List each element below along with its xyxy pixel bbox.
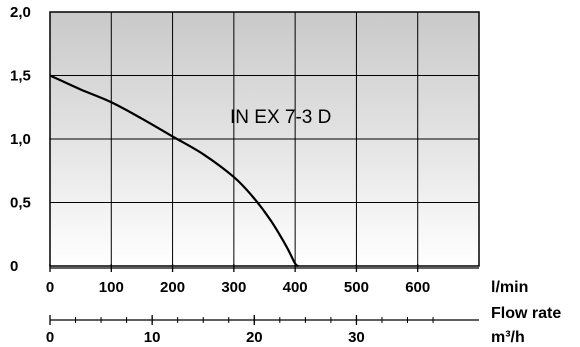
series-line-0 — [49, 74, 299, 268]
x-tick-label-m3h-1: 10 — [144, 329, 161, 346]
x-axis-title: Flow rate — [491, 305, 561, 322]
y-tick-label-0: 0 — [10, 258, 18, 275]
y-tick-label-4: 2,0 — [10, 4, 31, 21]
x-tick-label-m3h-2: 20 — [246, 329, 263, 346]
y-tick-label-2: 1,0 — [10, 131, 31, 148]
x-tick-label-lmin-4: 400 — [283, 279, 308, 296]
series-label-0: IN EX 7-3 D — [230, 107, 331, 128]
y-tick-label-1: 0,5 — [10, 195, 31, 212]
x-axis-lmin: 0 100 200 300 400 500 600 — [46, 264, 479, 296]
y-tick-label-3: 1,5 — [10, 68, 31, 85]
x-tick-label-m3h-0: 0 — [46, 329, 54, 346]
x-tick-label-lmin-0: 0 — [46, 279, 54, 296]
x-tick-label-lmin-6: 600 — [405, 279, 430, 296]
x-tick-label-lmin-5: 500 — [344, 279, 369, 296]
x-tick-label-m3h-3: 30 — [348, 329, 365, 346]
x-tick-label-lmin-2: 200 — [160, 279, 185, 296]
y-tick-labels: 0 0,5 1,0 1,5 2,0 — [10, 4, 31, 275]
x-axis-lmin-label: l/min — [491, 279, 528, 296]
x-axis-m3h-label: m³/h — [491, 329, 525, 346]
x-axis-m3h: 0 10 20 30 — [46, 315, 479, 346]
series-group: IN EX 7-3 D — [49, 74, 331, 268]
x-tick-label-lmin-3: 300 — [221, 279, 246, 296]
x-tick-label-lmin-1: 100 — [99, 279, 124, 296]
grid — [50, 12, 479, 266]
